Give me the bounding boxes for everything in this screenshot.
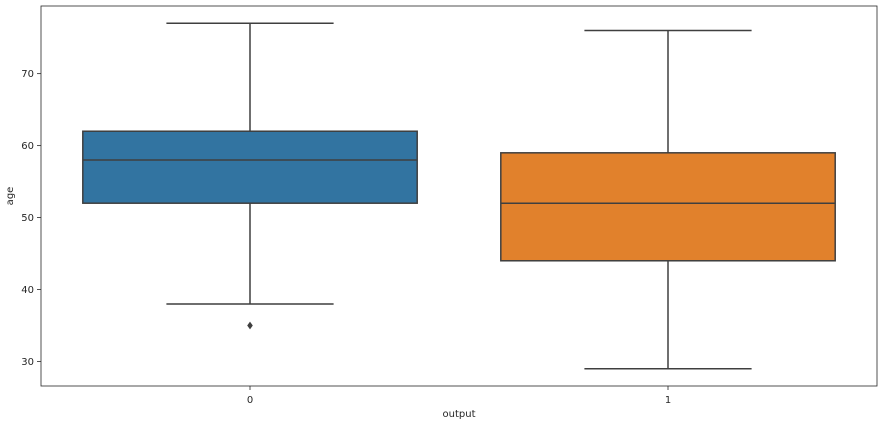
box-iqr <box>82 130 418 204</box>
outlier-point <box>247 321 253 330</box>
box-iqr <box>500 152 836 262</box>
y-tick-label: 40 <box>21 285 34 296</box>
box-group-1 <box>500 29 836 370</box>
x-tick-label: 0 <box>247 395 253 406</box>
box-group-0 <box>82 22 418 330</box>
y-tick-label: 60 <box>21 141 34 152</box>
y-tick-label: 70 <box>21 69 34 80</box>
x-tick-label: 1 <box>665 395 671 406</box>
x-axis-label: output <box>443 409 476 420</box>
y-tick-label: 50 <box>21 213 34 224</box>
y-tick-label: 30 <box>21 357 34 368</box>
y-axis-label: age <box>5 187 16 206</box>
